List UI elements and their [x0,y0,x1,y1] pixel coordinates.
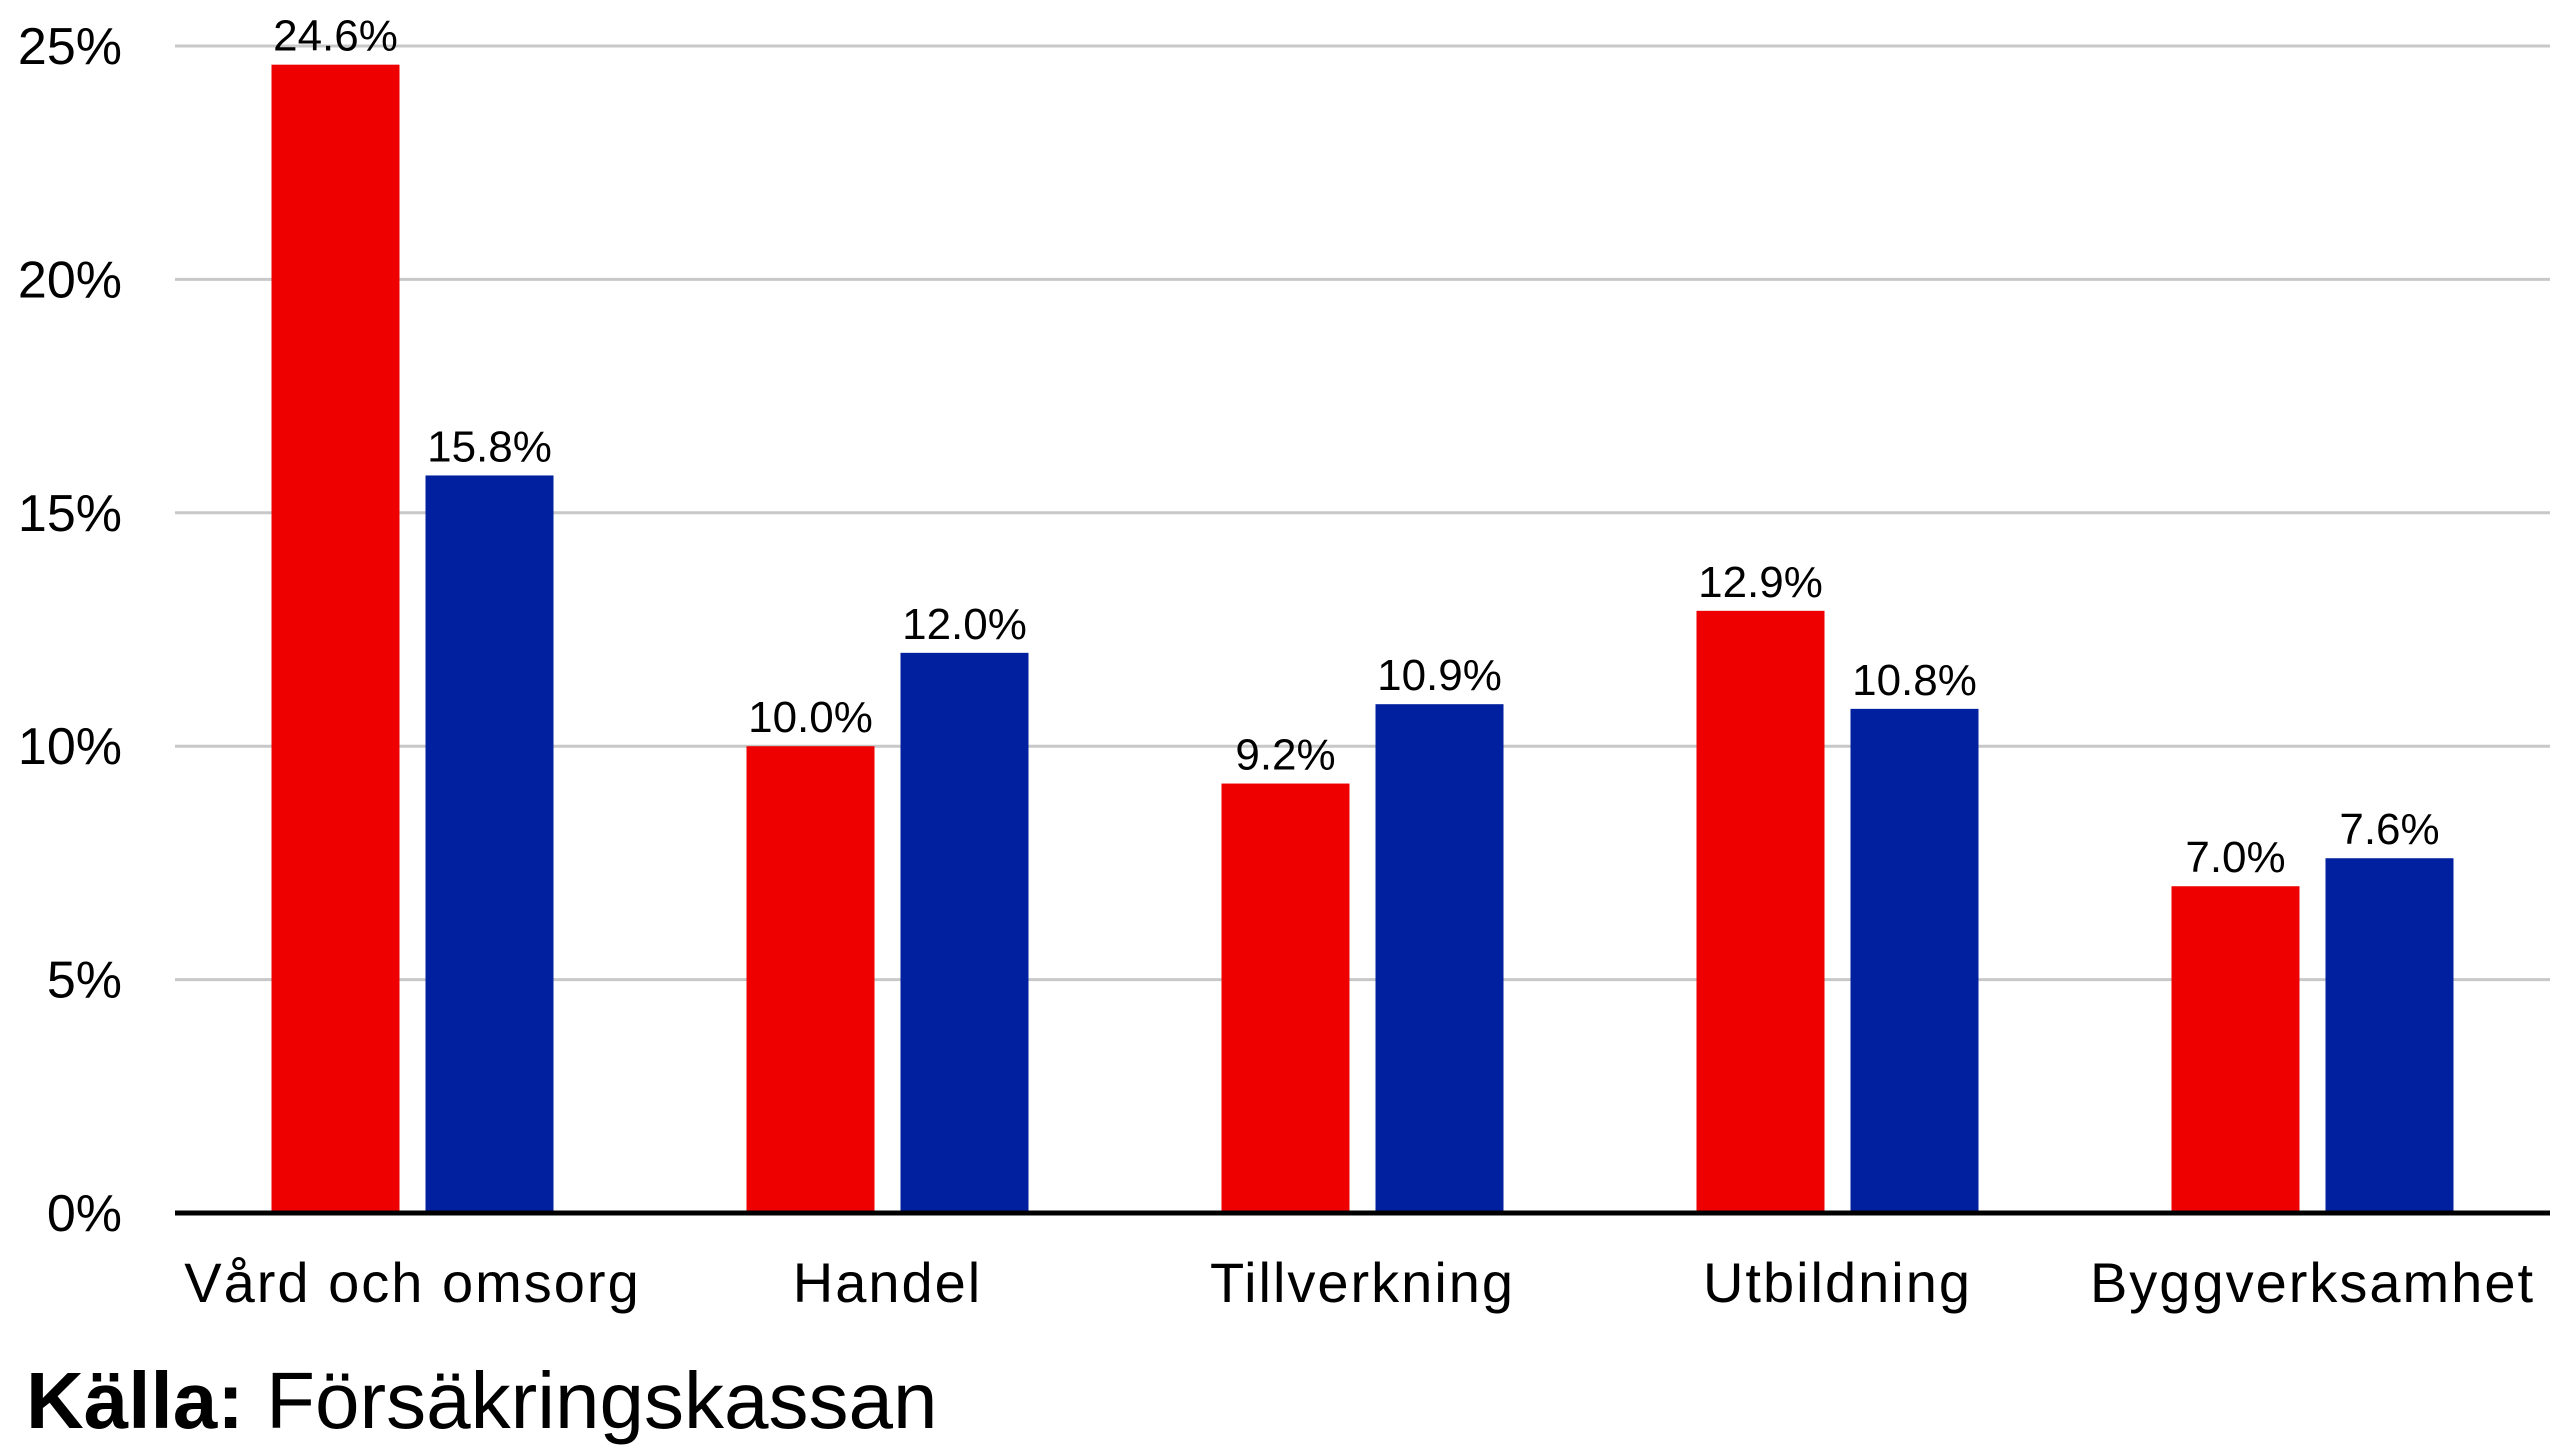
bar [2325,858,2454,1213]
bar [900,652,1029,1213]
source-label: Källa: [26,1356,244,1445]
bar [425,475,554,1213]
bar-chart: 0% 5% 10% 15% 20% 25% 24.6% 15.8% 10.0% 12.0% 9.2… [18,12,2550,1314]
bar [1850,708,1979,1213]
bar [2171,886,2300,1213]
y-tick-label: 20% [18,251,122,309]
x-category-label: Byggverksamhet [2090,1251,2535,1314]
y-tick-label: 0% [47,1185,122,1243]
data-label: 12.0% [902,600,1027,649]
data-labels: 24.6% 15.8% 10.0% 12.0% 9.2% 10.9% 12.9% 10.8% 7… [273,12,2440,883]
bar [271,64,400,1213]
x-category-label: Tillverkning [1210,1251,1515,1314]
bar [1221,783,1350,1213]
data-label: 9.2% [1235,731,1335,780]
x-axis-category-labels: Vård och omsorg Handel Tillverkning Utbildn… [184,1251,2535,1314]
y-axis-tick-labels: 0% 5% 10% 15% 20% 25% [18,18,122,1243]
x-category-label: Vård och omsorg [184,1251,640,1314]
x-category-label: Utbildning [1703,1251,1972,1314]
bar [746,746,875,1213]
data-label: 12.9% [1698,558,1823,607]
data-label: 7.6% [2339,805,2439,854]
bar [1696,610,1825,1213]
data-label: 10.8% [1852,656,1977,705]
data-label: 7.0% [2185,833,2285,882]
bar [1375,704,1504,1213]
y-tick-label: 15% [18,485,122,543]
source-note: Källa: Försäkringskassan [26,1355,937,1447]
y-tick-label: 10% [18,718,122,776]
y-tick-label: 25% [18,18,122,76]
x-category-label: Handel [793,1251,982,1314]
bars [271,64,2454,1213]
data-label: 10.9% [1377,651,1502,700]
data-label: 15.8% [427,422,552,471]
data-label: 24.6% [273,12,398,61]
gridlines [175,44,2550,982]
y-tick-label: 5% [47,952,122,1010]
source-text: Försäkringskassan [266,1356,938,1445]
data-label: 10.0% [748,693,873,742]
